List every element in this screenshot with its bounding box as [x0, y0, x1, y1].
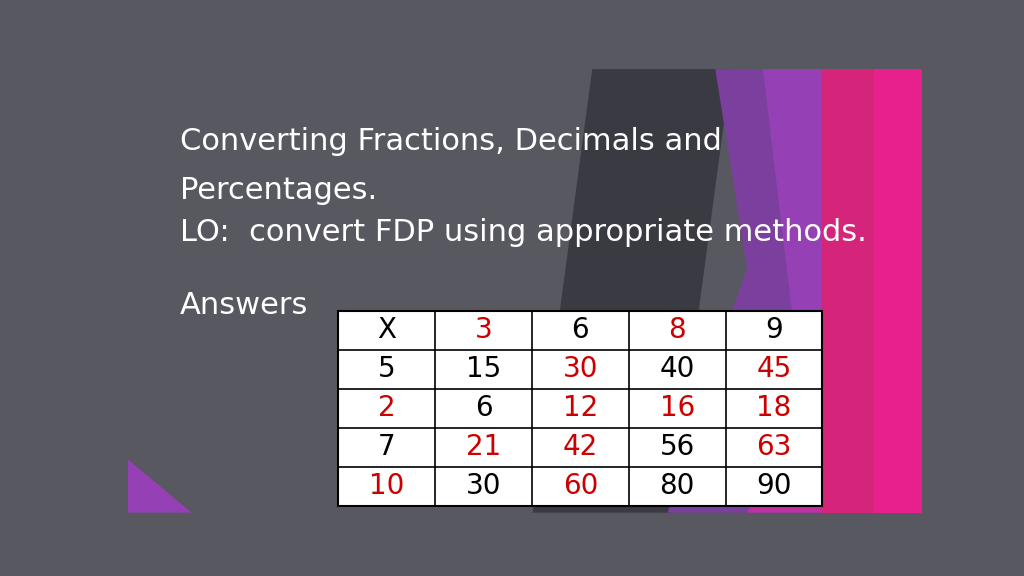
- Text: 9: 9: [765, 316, 783, 344]
- Text: 30: 30: [466, 472, 502, 501]
- Text: 16: 16: [659, 395, 695, 422]
- Text: X: X: [377, 316, 396, 344]
- Text: 45: 45: [757, 355, 792, 384]
- Text: 6: 6: [475, 395, 493, 422]
- Text: 6: 6: [571, 316, 589, 344]
- Polygon shape: [532, 69, 731, 513]
- Text: 5: 5: [378, 355, 395, 384]
- Polygon shape: [763, 69, 922, 335]
- Text: 63: 63: [757, 434, 792, 461]
- Polygon shape: [128, 460, 191, 513]
- Text: 12: 12: [563, 395, 598, 422]
- Text: 56: 56: [659, 434, 695, 461]
- Polygon shape: [668, 69, 922, 513]
- Text: 3: 3: [475, 316, 493, 344]
- Polygon shape: [748, 415, 842, 513]
- Polygon shape: [822, 69, 922, 513]
- Polygon shape: [873, 69, 922, 513]
- Text: LO:  convert FDP using appropriate methods.: LO: convert FDP using appropriate method…: [179, 218, 866, 247]
- Text: 42: 42: [563, 434, 598, 461]
- Text: 8: 8: [669, 316, 686, 344]
- Text: 15: 15: [466, 355, 501, 384]
- Bar: [338, 311, 822, 506]
- Text: Answers: Answers: [179, 291, 308, 320]
- Text: 2: 2: [378, 395, 395, 422]
- Text: 10: 10: [369, 472, 404, 501]
- Text: 60: 60: [562, 472, 598, 501]
- Text: 7: 7: [378, 434, 395, 461]
- Text: 90: 90: [757, 472, 792, 501]
- Text: 21: 21: [466, 434, 501, 461]
- Text: Converting Fractions, Decimals and: Converting Fractions, Decimals and: [179, 127, 722, 156]
- Text: 30: 30: [562, 355, 598, 384]
- Text: 40: 40: [659, 355, 695, 384]
- Text: Percentages.: Percentages.: [179, 176, 377, 204]
- Text: 18: 18: [757, 395, 792, 422]
- Text: 80: 80: [659, 472, 695, 501]
